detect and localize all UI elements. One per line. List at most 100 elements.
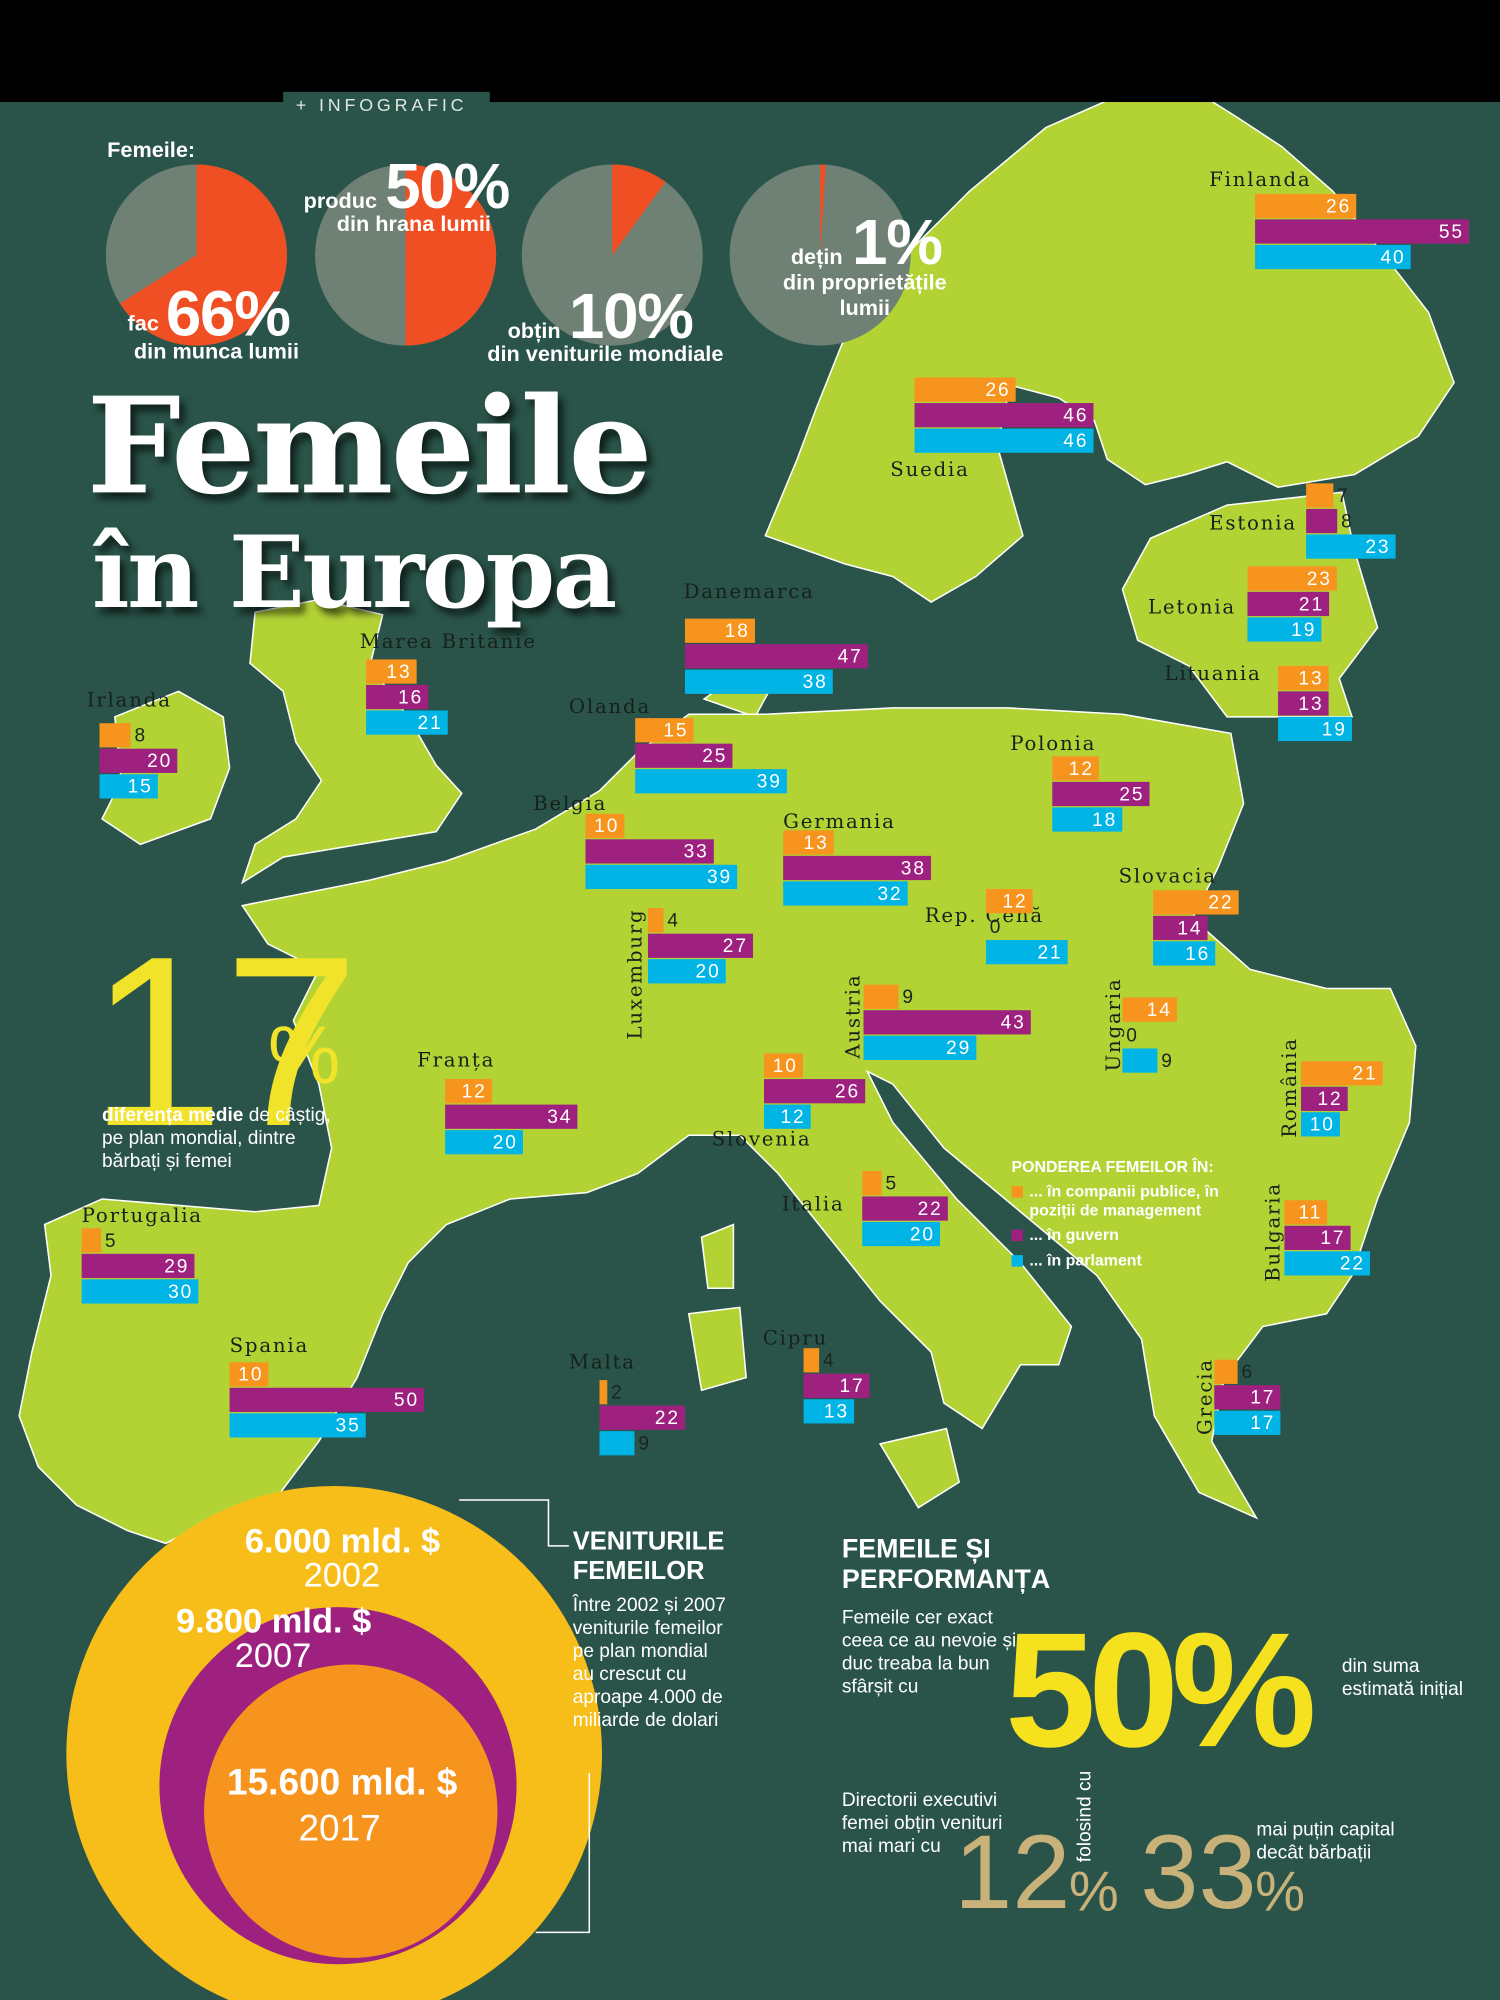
bar: [599, 1380, 608, 1405]
ceo-text: Directorii executivi femei obțin venitur…: [841, 1789, 1003, 1858]
bar: [1153, 915, 1208, 941]
bar: [1278, 665, 1329, 691]
bar: [1306, 508, 1338, 534]
bar-value-label: 25: [1119, 784, 1144, 805]
bar: [81, 1228, 102, 1253]
bar: [635, 718, 694, 743]
map-mainland: [18, 707, 1417, 1545]
bar: [1214, 1410, 1281, 1435]
map-sicily: [878, 1427, 961, 1509]
bar: [585, 839, 714, 864]
legend-swatch: [1011, 1229, 1023, 1242]
pie-slice: [820, 164, 826, 256]
bar-value-label: 22: [1340, 1254, 1365, 1275]
bracket-line: [535, 1772, 591, 1934]
bar: [81, 1279, 199, 1304]
wage-gap-number: 17: [89, 906, 359, 1178]
bar-value-label: 20: [493, 1133, 518, 1154]
bar: [783, 881, 908, 906]
bar: [1255, 193, 1357, 219]
bar: [366, 710, 448, 735]
map-sardinia: [687, 1306, 747, 1392]
country-name: Marea Britanie: [360, 630, 537, 653]
bar: [764, 1053, 803, 1078]
bar-value-label: 8: [1341, 511, 1354, 532]
performance-title: FEMEILE ȘI PERFORMANȚA: [841, 1534, 1051, 1595]
bar: [445, 1104, 578, 1129]
bar-value-label: 20: [696, 962, 721, 983]
bar-value-label: 19: [1291, 620, 1316, 641]
performance-stat-text: din suma estimată inițial: [1341, 1655, 1464, 1701]
bar: [862, 1196, 948, 1221]
bar-value-label: 25: [702, 746, 727, 767]
performance-stat: 50%: [1005, 1599, 1316, 1782]
bar: [863, 1010, 1031, 1035]
bar: [99, 723, 131, 748]
country-name: Portugalia: [82, 1204, 203, 1227]
bar: [1214, 1359, 1238, 1384]
bar: [1052, 756, 1099, 781]
bar: [635, 743, 733, 768]
country-name: Austria: [842, 974, 865, 1060]
bar: [366, 684, 429, 710]
bar: [1247, 566, 1337, 591]
country-name: România: [1278, 1037, 1301, 1138]
bar: [1278, 716, 1352, 742]
country-name: Slovacia: [1119, 865, 1217, 888]
bar-value-label: 16: [1185, 944, 1210, 965]
map: [18, 88, 1455, 1545]
bar: [1052, 781, 1150, 807]
country-name: Franța: [417, 1048, 495, 1071]
bar: [1278, 691, 1329, 716]
ceo-number: 12: [954, 1815, 1071, 1932]
bar-value-label: 0: [990, 917, 1003, 938]
bar-value-label: 6: [1241, 1362, 1254, 1383]
bar: [445, 1079, 492, 1104]
bar-value-label: 12: [1002, 891, 1027, 912]
bar: [803, 1348, 820, 1373]
bar-value-label: 30: [168, 1282, 193, 1303]
pie-text-after: din hrana lumii: [336, 211, 491, 236]
bar-value-label: 27: [723, 936, 748, 957]
wage-gap-bold: diferența medie: [102, 1104, 244, 1127]
pie-text-before: obțin: [507, 318, 561, 344]
bar-value-label: 33: [684, 842, 709, 863]
bar-value-label: 18: [1092, 810, 1117, 831]
bar-value-label: 26: [835, 1082, 860, 1103]
bar-value-label: 4: [823, 1351, 836, 1372]
pie-value-label: 10%: [568, 280, 694, 353]
bar: [366, 659, 417, 684]
bar: [1284, 1200, 1328, 1225]
country-name: Germania: [783, 810, 896, 833]
bar: [684, 618, 755, 643]
legend-label: ... în parlament: [1029, 1250, 1142, 1269]
bar-value-label: 13: [804, 833, 829, 854]
bar-value-label: 0: [1126, 1025, 1139, 1046]
bar: [1214, 1385, 1281, 1410]
bar: [1284, 1225, 1351, 1250]
bar-value-label: 21: [1353, 1064, 1378, 1085]
pies-intro: Femeile:: [107, 137, 196, 162]
bar: [862, 1221, 941, 1247]
pie-text-before: dețin: [790, 244, 843, 270]
bar: [1306, 534, 1396, 559]
country-name: Letonia: [1148, 596, 1236, 619]
bar-value-label: 12: [781, 1107, 806, 1128]
bar: [1153, 941, 1216, 966]
bar: [1247, 617, 1322, 642]
bar: [1122, 1048, 1158, 1073]
bar-value-label: 20: [910, 1224, 935, 1245]
country-name: Spania: [230, 1334, 310, 1357]
pie-slice: [405, 164, 497, 346]
bar: [684, 669, 833, 694]
legend-label: ... în companii publice, în poziții de m…: [1029, 1182, 1219, 1220]
bar: [229, 1413, 366, 1438]
bar-value-label: 14: [1177, 918, 1202, 939]
pie-text-before: fac: [127, 311, 159, 336]
circle-year: 2002: [303, 1556, 381, 1595]
pie-text-after: din veniturile mondiale: [487, 341, 724, 367]
bar: [647, 933, 753, 958]
bar: [445, 1130, 523, 1155]
bar-value-label: 21: [1037, 942, 1062, 963]
